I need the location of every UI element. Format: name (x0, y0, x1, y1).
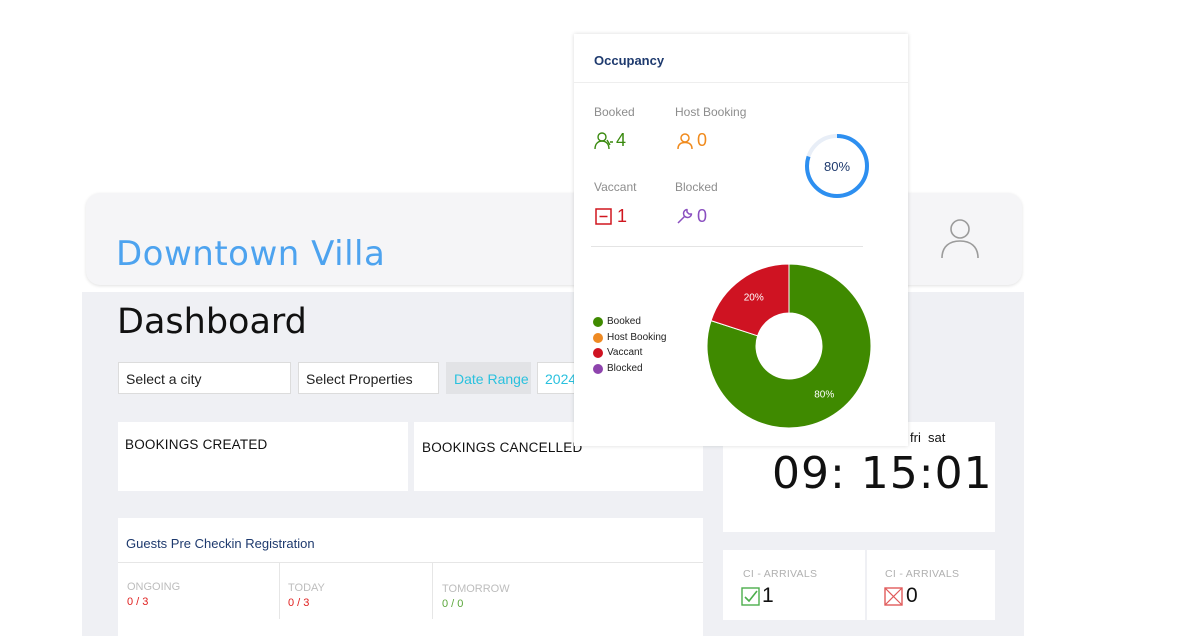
arrivals-count: 0 (906, 584, 918, 607)
divider (279, 563, 280, 619)
booked-label: Booked (594, 105, 635, 119)
divider (574, 82, 908, 83)
vacant-label: Vaccant (594, 180, 637, 194)
donut-data-label: 80% (814, 390, 834, 401)
host-booking-count: 0 (697, 130, 708, 150)
wrench-icon (677, 208, 693, 224)
weekday-labels: fri sat (910, 430, 946, 445)
arrivals-label: CI - ARRIVALS (885, 568, 960, 580)
blocked-count: 0 (697, 206, 708, 226)
minus-box-icon (595, 208, 612, 225)
legend-label: Host Booking (607, 331, 667, 343)
guests-ongoing-value: 0 / 3 (127, 596, 149, 608)
page-title: Dashboard (117, 302, 307, 342)
users-icon (594, 132, 613, 150)
guests-ongoing-label: ONGOING (127, 581, 181, 593)
guests-today-value: 0 / 3 (288, 597, 310, 609)
host-booking-label: Host Booking (675, 105, 747, 119)
guests-precheckin-title: Guests Pre Checkin Registration (126, 536, 315, 551)
occupancy-gauge: 80% (805, 134, 869, 198)
legend-swatch (593, 332, 603, 343)
legend-swatch (593, 363, 603, 374)
clock-time: 09: 15:01 (772, 448, 993, 499)
divider (118, 562, 703, 563)
check-box-icon (741, 587, 760, 606)
gauge-label: 80% (824, 159, 850, 174)
city-select[interactable]: Select a city (118, 362, 291, 394)
guests-tomorrow-label: TOMORROW (442, 583, 510, 595)
date-range-button[interactable]: Date Range (446, 362, 531, 394)
guests-today-label: TODAY (288, 582, 325, 594)
arrivals-count: 1 (762, 584, 774, 607)
bookings-created-title: BOOKINGS CREATED (125, 437, 268, 452)
properties-select[interactable]: Select Properties (298, 362, 439, 394)
property-name: Downtown Villa (116, 234, 386, 274)
arrivals-label: CI - ARRIVALS (743, 568, 818, 580)
legend-label: Vaccant (607, 347, 643, 358)
bookings-created-card (118, 422, 408, 491)
occupancy-donut-chart: 80% 20% (706, 263, 872, 429)
x-box-icon (884, 587, 903, 606)
legend-swatch (593, 317, 603, 327)
donut-data-label: 20% (744, 292, 764, 303)
user-icon (677, 133, 693, 150)
arrivals-card (723, 550, 865, 620)
divider (591, 246, 863, 247)
guests-precheckin-card (118, 518, 703, 636)
donut-slice-vaccant[interactable] (710, 263, 790, 337)
donut-slice-booked[interactable] (706, 263, 872, 429)
blocked-label: Blocked (675, 180, 718, 194)
divider (432, 563, 433, 619)
booked-count: 4 (616, 130, 627, 150)
occupancy-title: Occupancy (594, 53, 665, 68)
legend-label: Blocked (607, 362, 643, 374)
legend-label: Booked (607, 316, 641, 327)
guests-tomorrow-value: 0 / 0 (442, 598, 464, 610)
arrivals-card (867, 550, 995, 620)
date-input[interactable]: 2024 (537, 362, 577, 394)
bookings-cancelled-title: BOOKINGS CANCELLED (422, 440, 583, 455)
vacant-count: 1 (617, 206, 628, 226)
user-avatar-icon[interactable] (938, 214, 982, 260)
legend-swatch (593, 348, 603, 358)
